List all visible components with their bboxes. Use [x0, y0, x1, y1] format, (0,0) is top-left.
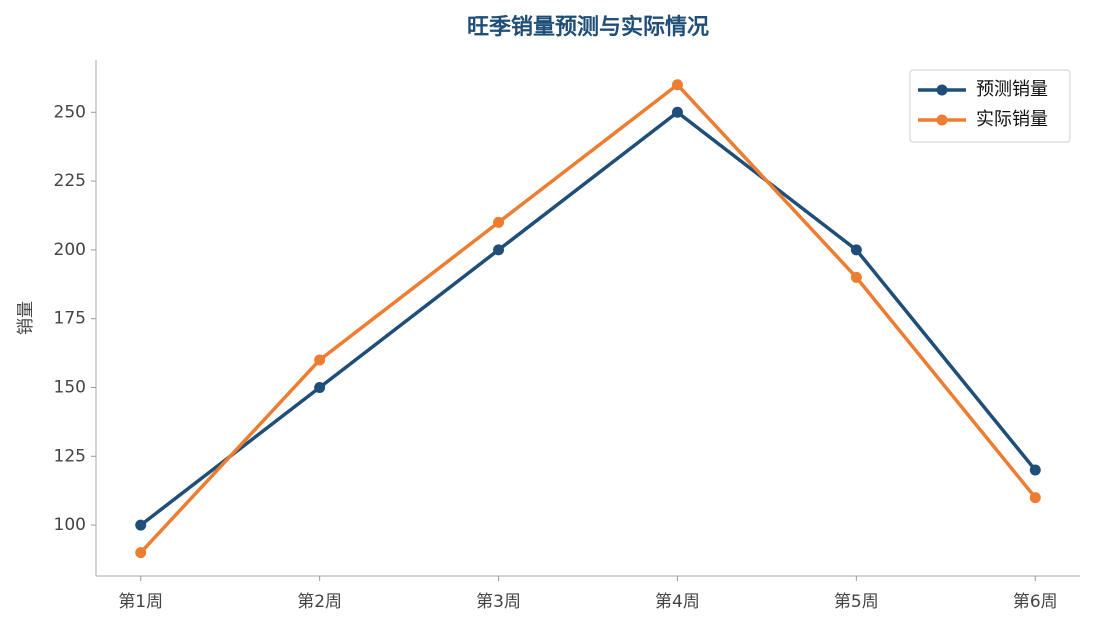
legend-label: 实际销量	[976, 109, 1048, 130]
data-point	[135, 519, 147, 531]
x-tick-label: 第1周	[118, 592, 163, 612]
x-tick-label: 第2周	[297, 592, 342, 612]
y-axis-label: 销量	[16, 301, 36, 335]
data-point	[135, 547, 147, 559]
legend-label: 预测销量	[976, 79, 1048, 100]
y-tick-label: 150	[54, 377, 86, 397]
y-tick-label: 125	[54, 446, 86, 466]
data-point	[850, 271, 862, 283]
y-tick-label: 175	[54, 309, 86, 329]
x-tick-label: 第4周	[655, 592, 700, 612]
x-tick-label: 第6周	[1013, 592, 1058, 612]
data-point	[1029, 492, 1041, 504]
x-tick-label: 第5周	[834, 592, 879, 612]
chart-title: 旺季销量预测与实际情况	[467, 14, 709, 40]
data-point	[1029, 464, 1041, 476]
legend-box	[909, 69, 1071, 143]
data-point	[493, 244, 505, 256]
x-tick-label: 第3周	[476, 592, 521, 612]
y-tick-label: 225	[54, 171, 86, 191]
data-point	[671, 106, 683, 118]
data-point	[314, 381, 326, 393]
y-tick-label: 200	[54, 240, 86, 260]
y-tick-label: 100	[54, 515, 86, 535]
data-point	[671, 79, 683, 91]
data-point	[493, 216, 505, 228]
legend-marker	[936, 84, 948, 96]
series-line	[139, 83, 1037, 554]
y-tick-label: 250	[54, 102, 86, 122]
data-point	[314, 354, 326, 366]
data-point	[850, 244, 862, 256]
legend-marker	[936, 114, 948, 126]
series-line	[139, 110, 1037, 527]
